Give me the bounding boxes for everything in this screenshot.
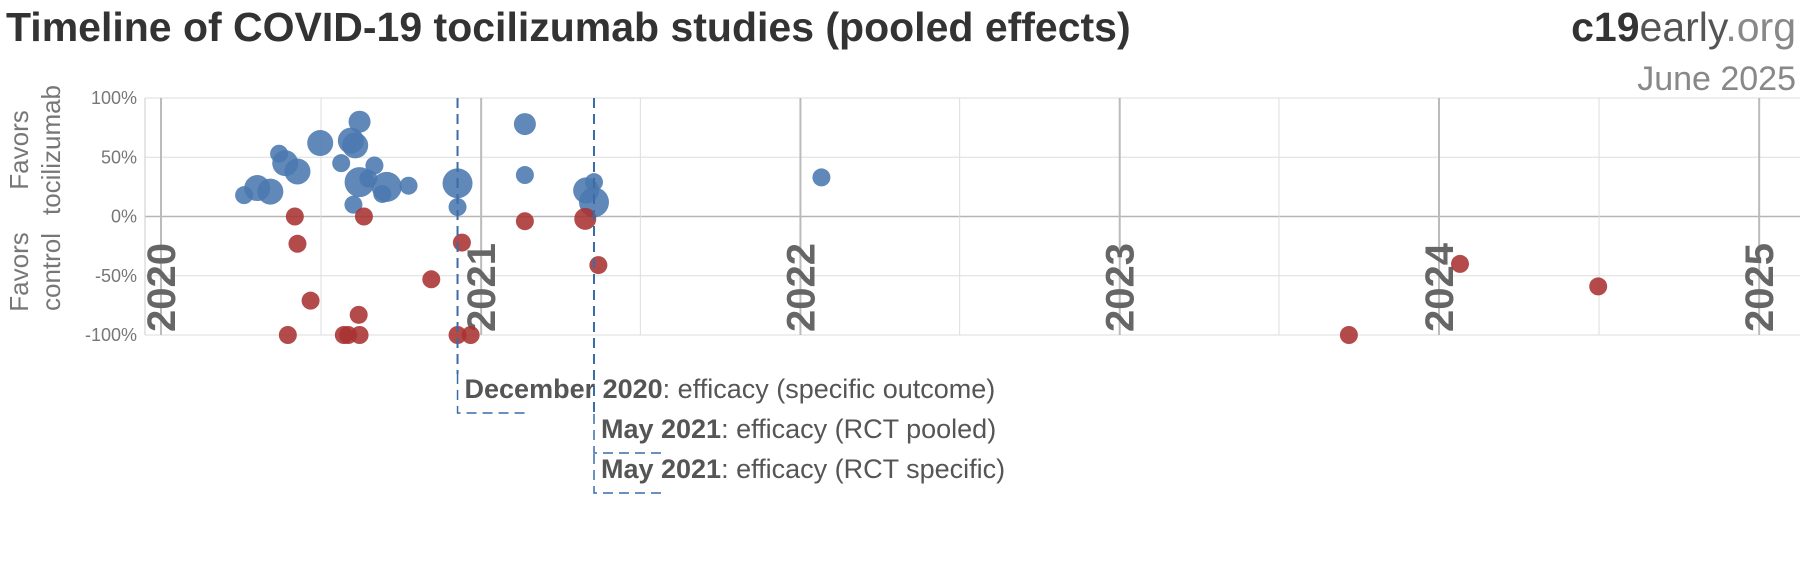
- y-tick-label: 100%: [91, 88, 137, 108]
- brand-bold: c19: [1571, 4, 1640, 50]
- grid-layer: [144, 97, 1800, 336]
- y-tick-label: 0%: [111, 207, 137, 227]
- data-point: [448, 326, 467, 344]
- ylabel-favors-control: control: [36, 233, 66, 311]
- data-point: [349, 305, 368, 324]
- data-point: [342, 132, 369, 159]
- data-point: [344, 195, 363, 214]
- data-point: [371, 171, 402, 202]
- milestone-date: May 2021: [601, 454, 721, 484]
- y-tick-label: -100%: [85, 325, 137, 345]
- milestone-description: : efficacy (RCT specific): [721, 454, 1005, 484]
- year-label: 2021: [460, 243, 504, 332]
- data-point: [350, 326, 369, 344]
- data-point: [278, 326, 297, 344]
- data-point: [257, 178, 284, 205]
- data-point: [1450, 254, 1469, 273]
- milestone-bracket: [456, 374, 528, 414]
- data-point: [365, 156, 384, 175]
- year-label: 2022: [779, 243, 823, 332]
- axis-layer: 100% 50% 0% -50% -100%2020 2021 2022 2023 2024 20…: [4, 85, 1782, 345]
- data-point: [288, 234, 307, 253]
- data-point: [332, 154, 351, 173]
- data-point: [285, 207, 304, 226]
- milestone-description: : efficacy (RCT pooled): [721, 414, 996, 444]
- milestone-label: December 2020: efficacy (specific outcom…: [465, 374, 996, 404]
- data-point: [284, 158, 311, 185]
- data-point: [422, 270, 441, 289]
- data-point: [812, 168, 831, 187]
- data-point: [307, 130, 334, 157]
- data-point: [452, 233, 471, 252]
- year-label: 2025: [1738, 243, 1782, 332]
- data-point: [574, 207, 597, 230]
- ylabel-favors-treatment: Favors: [4, 110, 34, 189]
- data-point: [515, 166, 534, 185]
- ylabel-favors-treatment: tocilizumab: [36, 85, 66, 215]
- data-point: [513, 113, 536, 136]
- report-date: June 2025: [1637, 60, 1796, 98]
- data-point: [301, 291, 320, 310]
- year-label: 2020: [140, 243, 184, 332]
- data-point: [515, 212, 534, 231]
- data-point: [354, 207, 373, 226]
- y-tick-label: 50%: [101, 147, 137, 167]
- chart-title: Timeline of COVID-19 tocilizumab studies…: [6, 4, 1131, 50]
- milestone-date: May 2021: [601, 414, 721, 444]
- year-label: 2023: [1099, 243, 1143, 332]
- brand-tld: .org: [1725, 4, 1796, 50]
- brand-mid: early: [1639, 4, 1726, 50]
- milestone-description: : efficacy (specific outcome): [663, 374, 996, 404]
- milestone-layer: December 2020: efficacy (specific outcom…: [456, 98, 1005, 494]
- data-point: [399, 176, 418, 195]
- data-point: [448, 198, 467, 217]
- milestone-label: May 2021: efficacy (RCT specific): [601, 454, 1005, 484]
- milestone-bracket: [593, 454, 664, 494]
- milestone-date: December 2020: [465, 374, 663, 404]
- data-point: [461, 326, 480, 344]
- data-point: [589, 256, 608, 275]
- data-point: [1589, 277, 1608, 296]
- milestone-label: May 2021: efficacy (RCT pooled): [601, 414, 996, 444]
- data-point: [1339, 326, 1358, 344]
- milestone-bracket: [593, 414, 664, 454]
- ylabel-favors-control: Favors: [4, 232, 34, 311]
- data-point: [348, 110, 371, 133]
- year-label: 2024: [1418, 242, 1462, 332]
- brand-logo[interactable]: c19early.org: [1571, 4, 1796, 51]
- y-tick-label: -50%: [95, 266, 137, 286]
